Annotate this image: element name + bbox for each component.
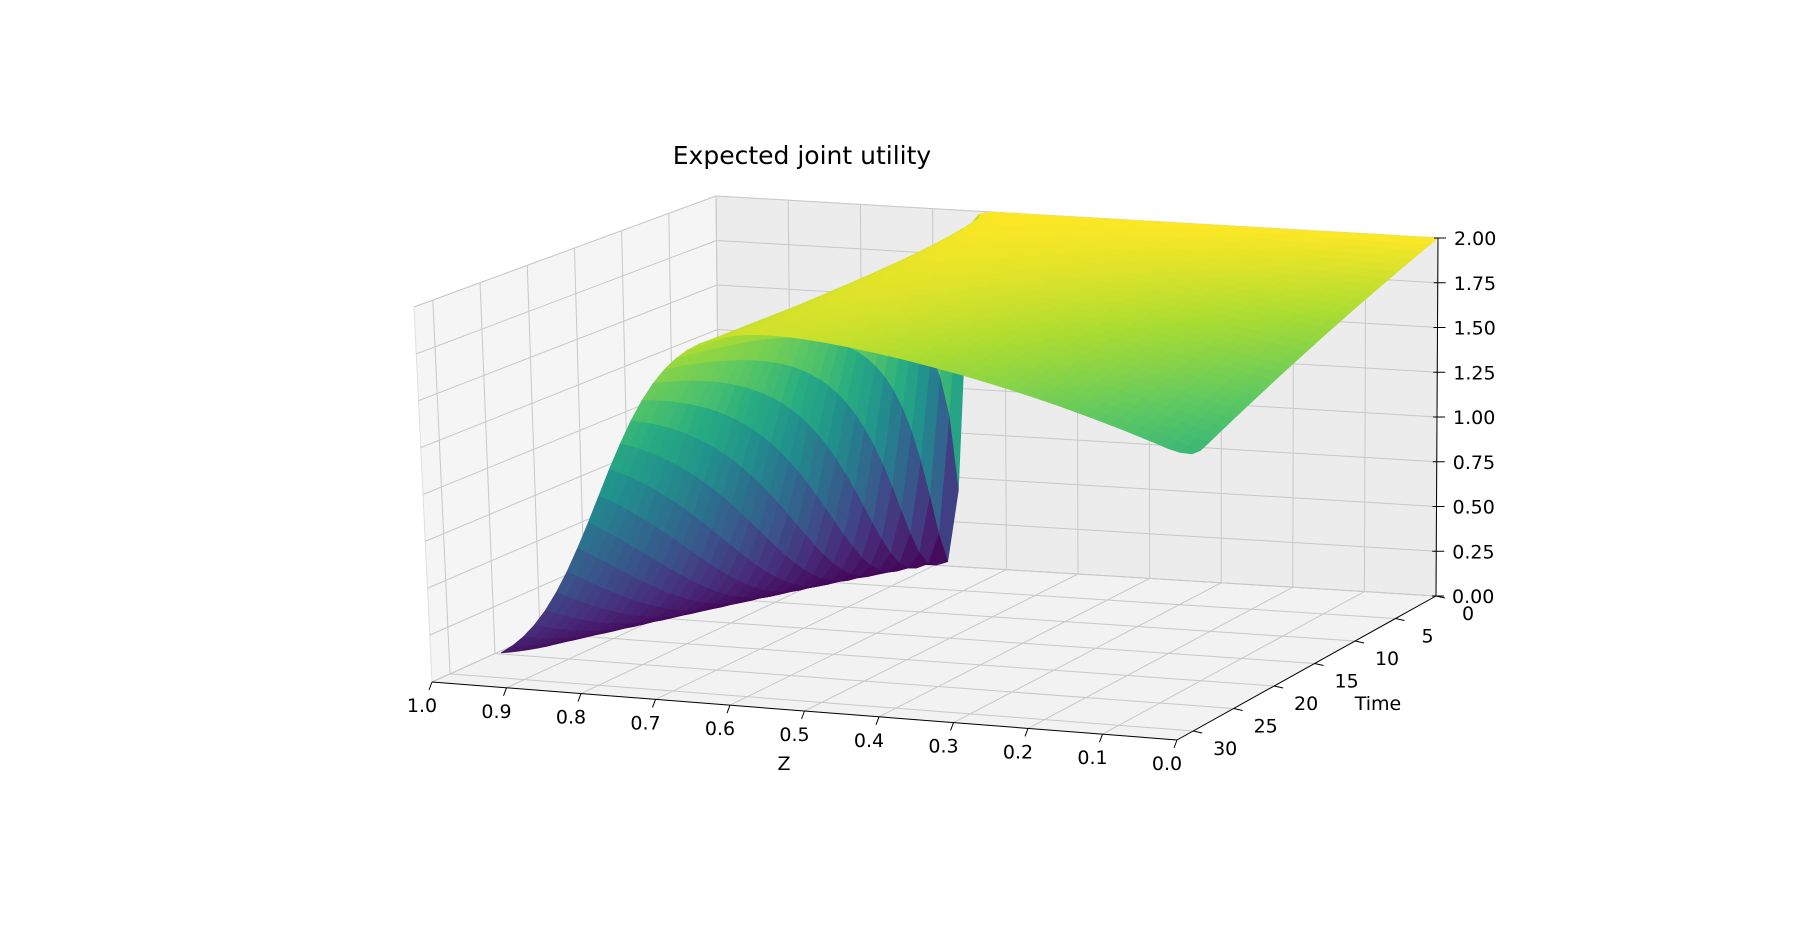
y-tick-label: 0 — [1462, 603, 1474, 625]
z-tick-label: 1.25 — [1453, 362, 1495, 384]
x-tick-label: 0.1 — [1077, 747, 1107, 769]
grid-line-x — [878, 577, 1150, 718]
x-tick-label: 0.9 — [481, 701, 511, 723]
y-tick-label: 25 — [1254, 716, 1278, 738]
z-tick-label: 1.75 — [1454, 273, 1496, 295]
x-tick-mark — [1024, 728, 1029, 737]
y-tick-label: 30 — [1213, 738, 1237, 760]
grid-line-z — [418, 284, 718, 402]
y-axis-line — [1176, 595, 1437, 741]
x-tick-label: 0.6 — [705, 718, 735, 740]
z-tick-label: 0.75 — [1453, 452, 1495, 474]
grid-line-x — [804, 573, 1079, 712]
x-tick-label: 1.0 — [407, 695, 437, 717]
z-tick-label: 1.50 — [1454, 318, 1496, 340]
grid-line-z — [420, 329, 718, 449]
y-tick-mark — [1274, 685, 1284, 689]
y-tick-mark — [1354, 640, 1365, 644]
y-tick-mark — [1193, 730, 1203, 734]
x-tick-mark — [726, 705, 731, 714]
grid-line-y — [449, 673, 1194, 732]
surface — [500, 211, 1439, 654]
grid-line-y — [539, 632, 1275, 687]
z-tick-label: 1.00 — [1453, 407, 1495, 429]
x-tick-label: 0.8 — [556, 707, 586, 729]
x-tick-mark — [801, 710, 805, 720]
x-tick-mark — [577, 693, 582, 702]
z-tick-label: 2.00 — [1454, 228, 1496, 250]
y-tick-label: 15 — [1335, 671, 1359, 693]
y-tick-label: 5 — [1421, 626, 1433, 648]
y-tick-mark — [1233, 708, 1243, 711]
x-axis-label: Z — [777, 753, 790, 775]
x-tick-mark — [652, 699, 656, 708]
y-tick-label: 10 — [1375, 648, 1399, 670]
grid-line-x — [1027, 586, 1294, 729]
x-tick-mark — [875, 716, 880, 725]
x-tick-mark — [428, 681, 433, 691]
grid-line-x — [655, 564, 936, 700]
grid-line-z — [416, 240, 717, 355]
x-tick-label: 0.4 — [854, 730, 884, 752]
tick-labels: 1.0 0.9 0.8 0.7 0.6 0.5 0.4 0.3 0.2 0.1 0.00510152… — [407, 228, 1496, 775]
grid-line-z — [413, 195, 717, 308]
x-tick-mark — [1099, 734, 1103, 743]
grid-line-x — [729, 569, 1007, 706]
surface-patch — [500, 645, 523, 654]
grid-line-y — [584, 612, 1315, 664]
y-tick-mark — [1314, 663, 1324, 666]
chart-title: Expected joint utility — [673, 141, 932, 170]
x-tick-label: 0.7 — [630, 712, 660, 734]
x-tick-mark — [950, 722, 954, 731]
surface-patch — [1179, 445, 1202, 455]
x-tick-mark — [503, 687, 507, 696]
x-tick-label: 0.3 — [928, 736, 958, 758]
x-tick-mark — [1173, 739, 1178, 749]
x-tick-label: 0.2 — [1003, 741, 1033, 763]
z-tick-label: 0.50 — [1453, 497, 1495, 519]
grid-line-y — [494, 653, 1234, 709]
y-tick-label: 20 — [1294, 693, 1318, 715]
x-tick-label: 0.0 — [1152, 753, 1182, 775]
grid-line-x — [953, 582, 1222, 724]
y-axis-label: Time — [1354, 693, 1402, 715]
x-tick-label: 0.5 — [779, 724, 809, 746]
z-tick-label: 0.25 — [1452, 541, 1494, 563]
axes — [428, 237, 1446, 749]
grid-line-x — [1102, 591, 1365, 735]
y-tick-mark — [1395, 618, 1405, 621]
z-tick-label: 0.00 — [1452, 586, 1494, 608]
